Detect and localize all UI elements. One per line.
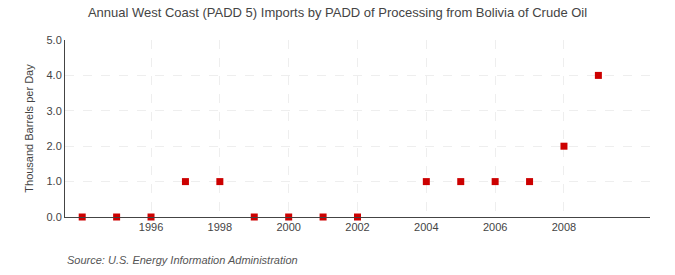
svg-text:1.0: 1.0 (47, 175, 62, 187)
svg-text:2004: 2004 (414, 221, 438, 233)
svg-text:Thousand Barrels per Day: Thousand Barrels per Day (23, 64, 35, 193)
svg-text:Source: U.S. Energy Informatio: Source: U.S. Energy Information Administ… (67, 254, 298, 266)
svg-text:3.0: 3.0 (47, 105, 62, 117)
svg-text:2.0: 2.0 (47, 140, 62, 152)
svg-text:0.0: 0.0 (47, 211, 62, 223)
svg-text:1996: 1996 (139, 221, 163, 233)
svg-text:2002: 2002 (345, 221, 369, 233)
svg-text:4.0: 4.0 (47, 69, 62, 81)
svg-text:5.0: 5.0 (47, 34, 62, 46)
svg-text:2008: 2008 (552, 221, 576, 233)
svg-text:2006: 2006 (483, 221, 507, 233)
svg-text:Annual West Coast (PADD 5) Imp: Annual West Coast (PADD 5) Imports by PA… (88, 5, 587, 20)
svg-text:2000: 2000 (276, 221, 300, 233)
svg-text:1998: 1998 (208, 221, 232, 233)
